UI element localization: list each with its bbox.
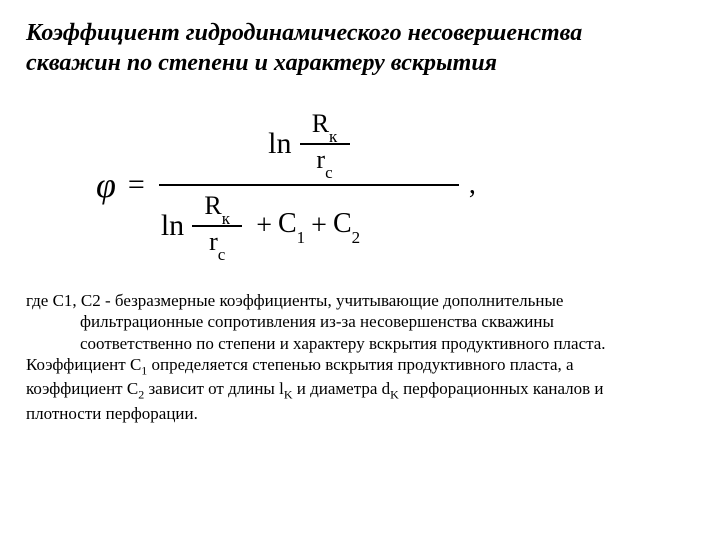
formula-block: φ = ln Rк rс ln	[96, 108, 690, 262]
title-line-1: Коэффициент гидродинамического несоверше…	[26, 20, 582, 46]
Rk-den: Rк	[200, 192, 234, 224]
expl-line-2: фильтрационные сопротивления из-за несов…	[26, 311, 690, 332]
equation: φ = ln Rк rс ln	[96, 108, 690, 262]
ln-numerator: ln	[268, 129, 291, 159]
expl-line-1: где С1, С2 - безразмерные коэффициенты, …	[26, 291, 563, 310]
inner-frac-num: Rк rс	[300, 110, 350, 178]
equals-sign: =	[128, 170, 145, 200]
rc-den: rс	[205, 228, 229, 260]
main-fraction-bar	[159, 184, 459, 186]
ln-denominator: ln	[161, 211, 184, 241]
plus-2: +	[311, 212, 327, 240]
symbol-phi: φ	[96, 167, 116, 203]
rc-num: rс	[312, 146, 336, 178]
page-title: Коэффициент гидродинамического несоверше…	[26, 18, 690, 78]
trailing-comma: ,	[469, 171, 476, 199]
Rk-num: Rк	[308, 110, 342, 142]
expl-line-5: коэффициент C2 зависит от длины lK и диа…	[26, 379, 604, 398]
expl-line-3: соответственно по степени и характеру вс…	[26, 333, 690, 354]
title-line-2: скважин по степени и характеру вскрытия	[26, 50, 497, 76]
main-fraction: ln Rк rс ln	[157, 108, 461, 262]
expl-line-6: плотности перфорации.	[26, 404, 198, 423]
expl-line-4: Коэффициент C1 определяется степенью вск…	[26, 355, 574, 374]
plus-1: +	[256, 212, 272, 240]
main-numerator: ln Rк rс	[268, 108, 349, 180]
explanation-text: где С1, С2 - безразмерные коэффициенты, …	[26, 290, 690, 424]
C1: С1	[278, 210, 305, 242]
denominator-terms: + С1 + С2	[250, 210, 360, 242]
C2: С2	[333, 210, 360, 242]
main-denominator: ln Rк rс + С1 + С2	[157, 190, 461, 262]
inner-frac-den: Rк rс	[192, 192, 242, 260]
document-page: Коэффициент гидродинамического несоверше…	[0, 0, 720, 434]
